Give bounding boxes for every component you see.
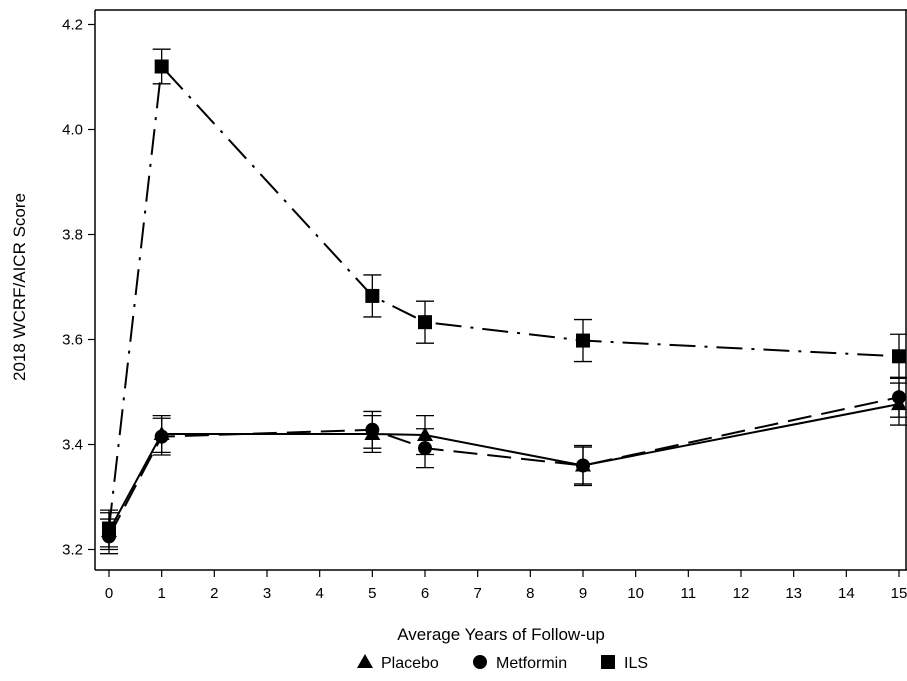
metformin-line <box>108 396 900 537</box>
legend-placebo-label: Placebo <box>381 655 439 672</box>
x-tick-label: 2 <box>210 585 218 602</box>
y-tick-label: 3.6 <box>62 332 83 349</box>
y-tick-label: 4.2 <box>62 17 83 34</box>
x-tick-label: 5 <box>368 585 376 602</box>
placebo-line <box>108 403 900 532</box>
y-tick-label: 3.2 <box>62 542 83 559</box>
x-tick-label: 15 <box>891 585 907 602</box>
y-axis-ticks: 3.2 3.4 3.6 3.8 4.0 4.2 <box>62 17 95 559</box>
metformin-point <box>576 458 590 473</box>
x-tick-label: 7 <box>473 585 481 602</box>
ils-point <box>892 349 906 364</box>
metformin-point <box>365 422 380 437</box>
ils-point <box>102 521 116 536</box>
series-ils <box>100 48 907 548</box>
x-tick-label: 3 <box>263 585 271 602</box>
metformin-point <box>154 429 169 444</box>
ils-point <box>365 288 380 303</box>
x-tick-label: 11 <box>681 585 697 602</box>
x-tick-label: 0 <box>105 585 113 602</box>
legend-ils-marker <box>601 655 615 669</box>
x-tick-label: 9 <box>579 585 587 602</box>
x-axis-ticks: 0 1 2 3 4 5 6 7 8 9 10 11 12 13 14 15 <box>105 570 907 602</box>
x-tick-label: 14 <box>838 585 855 602</box>
ils-point <box>418 315 432 330</box>
x-tick-label: 8 <box>526 585 534 602</box>
x-tick-label: 12 <box>733 585 750 602</box>
x-axis-label: Average Years of Follow-up <box>397 625 605 644</box>
plot-axes <box>94 9 907 571</box>
legend-ils-label: ILS <box>624 655 648 672</box>
y-tick-label: 3.4 <box>62 437 83 454</box>
ils-point <box>154 59 169 74</box>
legend-item-ils: ILS <box>601 655 648 672</box>
y-axis-label: 2018 WCRF/AICR Score <box>10 193 29 381</box>
ils-line <box>108 64 900 529</box>
x-tick-label: 10 <box>627 585 644 602</box>
ils-point <box>576 333 590 348</box>
x-tick-label: 1 <box>157 585 165 602</box>
legend-metformin-label: Metformin <box>496 655 567 672</box>
series-placebo <box>100 382 907 551</box>
metformin-point <box>418 441 432 456</box>
series-metformin <box>100 376 907 555</box>
x-tick-label: 6 <box>421 585 429 602</box>
series-layer <box>100 48 907 555</box>
x-tick-label: 4 <box>315 585 323 602</box>
y-tick-label: 4.0 <box>62 122 83 139</box>
legend-metformin-marker <box>473 655 487 669</box>
legend-item-placebo: Placebo <box>357 654 439 672</box>
metformin-point <box>892 390 906 405</box>
y-tick-label: 3.8 <box>62 227 83 244</box>
legend-item-metformin: Metformin <box>473 655 567 672</box>
legend: Placebo Metformin ILS <box>357 654 648 672</box>
legend-placebo-marker <box>357 654 373 668</box>
x-tick-label: 13 <box>785 585 802 602</box>
